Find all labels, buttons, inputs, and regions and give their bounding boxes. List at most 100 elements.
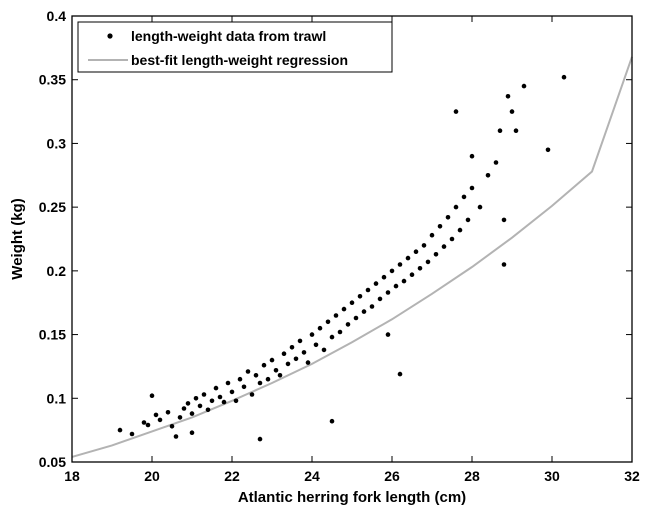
data-point: [409, 272, 415, 278]
data-point: [389, 268, 395, 274]
x-tick-label: 24: [304, 468, 320, 484]
regression-line: [71, 56, 633, 458]
data-point: [445, 215, 451, 220]
data-point: [305, 360, 311, 365]
data-point: [185, 401, 191, 406]
legend-box: [77, 21, 393, 73]
data-point: [469, 185, 475, 191]
data-point: [209, 398, 215, 404]
data-point: [173, 434, 179, 439]
data-point: [181, 406, 187, 411]
plot-area: [72, 16, 632, 462]
data-point: [385, 332, 391, 337]
data-point: [277, 373, 283, 378]
legend-label-scatter: length-weight data from trawl: [131, 28, 326, 44]
data-point: [417, 266, 423, 271]
y-tick-label: 0.1: [47, 390, 67, 406]
data-point: [509, 109, 515, 114]
data-point: [353, 315, 359, 321]
data-point: [317, 325, 323, 331]
data-point: [293, 356, 299, 362]
data-point: [501, 262, 507, 267]
data-point: [229, 389, 235, 395]
data-point: [257, 380, 263, 386]
data-point: [321, 347, 327, 353]
data-point: [397, 262, 403, 267]
data-point: [513, 128, 519, 133]
data-point: [221, 399, 227, 405]
data-points: [117, 74, 567, 442]
data-point: [325, 319, 331, 325]
data-point: [265, 376, 271, 382]
data-point: [169, 424, 175, 429]
y-tick-label: 0.4: [47, 8, 67, 24]
data-point: [165, 410, 171, 415]
data-point: [309, 332, 315, 337]
x-axis-ticks: 18 20 22 24 26 28 30 32: [64, 16, 640, 484]
legend: length-weight data from trawl best-fit l…: [77, 21, 393, 73]
data-point: [145, 422, 151, 428]
data-point: [381, 274, 387, 280]
data-point: [301, 350, 307, 355]
data-point: [189, 411, 195, 416]
data-point: [225, 380, 231, 386]
data-point: [297, 338, 303, 344]
data-point: [561, 74, 567, 80]
data-point: [241, 384, 247, 390]
data-point: [245, 369, 251, 374]
data-point: [457, 227, 463, 233]
data-point: [369, 304, 375, 309]
data-point: [545, 147, 551, 153]
data-point: [401, 278, 407, 284]
x-tick-label: 32: [624, 468, 640, 484]
data-point: [117, 427, 123, 433]
plot-frame: [71, 15, 633, 463]
x-tick-label: 30: [544, 468, 560, 484]
data-point: [493, 160, 499, 165]
data-point: [189, 430, 195, 436]
data-point: [217, 394, 223, 400]
data-point: [441, 244, 447, 249]
y-tick-label: 0.35: [39, 72, 66, 88]
data-point: [405, 255, 411, 261]
data-point: [521, 83, 527, 89]
data-point: [421, 243, 427, 248]
data-point: [201, 392, 207, 397]
y-axis-title: Weight (kg): [9, 198, 26, 279]
data-point: [433, 252, 439, 257]
data-point: [341, 306, 347, 312]
data-point: [149, 393, 155, 399]
data-point: [477, 204, 483, 210]
data-point: [289, 345, 295, 350]
y-tick-label: 0.3: [47, 135, 67, 151]
data-point: [377, 296, 383, 302]
data-point: [485, 173, 491, 178]
x-tick-label: 20: [144, 468, 160, 484]
data-point: [237, 376, 243, 382]
data-point: [329, 334, 335, 340]
data-point: [213, 385, 219, 391]
legend-label-line: best-fit length-weight regression: [131, 52, 348, 68]
data-point: [273, 368, 279, 373]
data-point: [429, 232, 435, 238]
y-tick-label: 0.2: [47, 263, 67, 279]
data-point: [269, 357, 275, 363]
data-point: [197, 403, 203, 409]
data-point: [249, 392, 255, 397]
data-point: [505, 94, 511, 99]
data-point: [129, 431, 135, 437]
data-point: [253, 373, 259, 378]
data-point: [425, 259, 431, 265]
data-point: [373, 281, 379, 286]
data-point: [453, 204, 459, 210]
data-point: [337, 329, 343, 335]
data-point: [385, 290, 391, 295]
data-point: [157, 417, 163, 423]
data-point: [333, 313, 339, 318]
data-point: [501, 217, 507, 223]
data-point: [193, 396, 199, 401]
data-point: [497, 128, 503, 133]
y-tick-label: 0.15: [39, 327, 66, 343]
data-point: [437, 224, 443, 229]
